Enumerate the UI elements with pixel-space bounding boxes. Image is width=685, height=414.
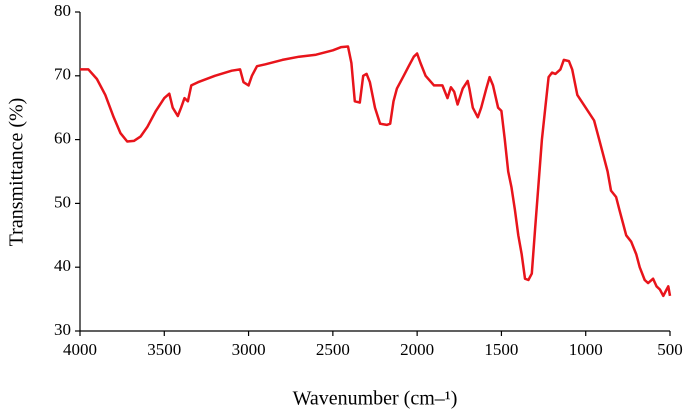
- y-tick-label: 80: [54, 1, 71, 20]
- y-tick-label: 40: [54, 256, 71, 275]
- x-axis-title: Wavenumber (cm–¹): [293, 388, 458, 410]
- x-tick-label: 3500: [147, 340, 181, 359]
- x-tick-label: 4000: [63, 340, 97, 359]
- y-tick-label: 70: [54, 65, 71, 84]
- x-tick-label: 500: [657, 340, 683, 359]
- x-tick-label: 1500: [484, 340, 518, 359]
- y-tick-label: 50: [54, 192, 71, 211]
- x-tick-label: 2000: [400, 340, 434, 359]
- x-tick-label: 1000: [569, 340, 603, 359]
- y-tick-label: 30: [54, 320, 71, 339]
- y-tick-label: 60: [54, 129, 71, 148]
- spectrum-line: [80, 45, 672, 298]
- y-axis-title: Transmittance (%): [6, 98, 28, 247]
- x-tick-label: 3000: [232, 340, 266, 359]
- x-tick-label: 2500: [316, 340, 350, 359]
